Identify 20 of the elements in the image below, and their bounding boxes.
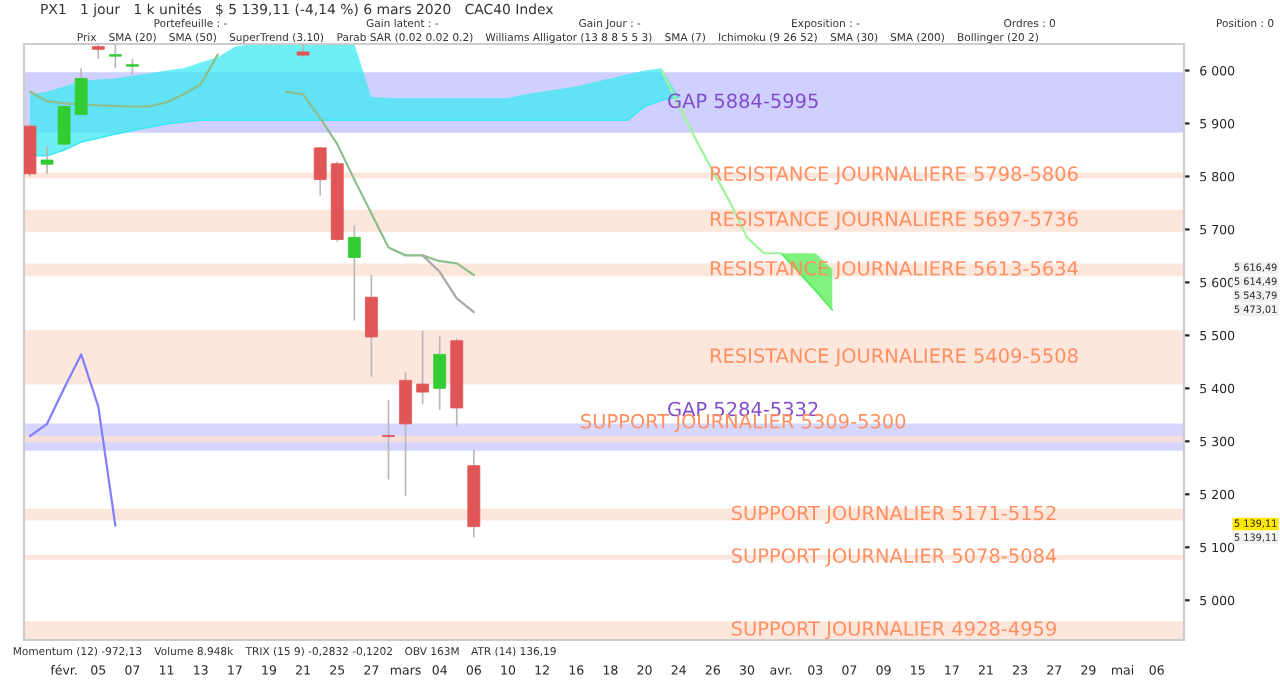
band-label: SUPPORT JOURNALIER 5309-5300 — [581, 413, 906, 433]
candlestick — [108, 44, 122, 70]
candlestick — [433, 335, 447, 411]
candlestick — [416, 329, 430, 406]
candlestick — [347, 224, 361, 322]
candlestick — [365, 274, 378, 378]
line-series — [28, 353, 117, 527]
line-series — [421, 254, 475, 314]
candlestick — [382, 399, 395, 481]
candlestick — [399, 371, 412, 497]
candlestick — [24, 122, 37, 178]
band-label: SUPPORT JOURNALIER 4928-4959 — [731, 621, 1056, 640]
band-label: SUPPORT JOURNALIER 5078-5084 — [731, 548, 1057, 567]
candlestick — [91, 44, 105, 60]
candlestick — [40, 144, 54, 175]
band-label: SUPPORT JOURNALIER 5171-5152 — [731, 505, 1056, 524]
band-label: RESISTANCE JOURNALIERE 5409-5508 — [710, 348, 1078, 367]
candlestick — [57, 101, 71, 147]
candlestick — [313, 147, 327, 197]
candlestick — [74, 67, 88, 116]
